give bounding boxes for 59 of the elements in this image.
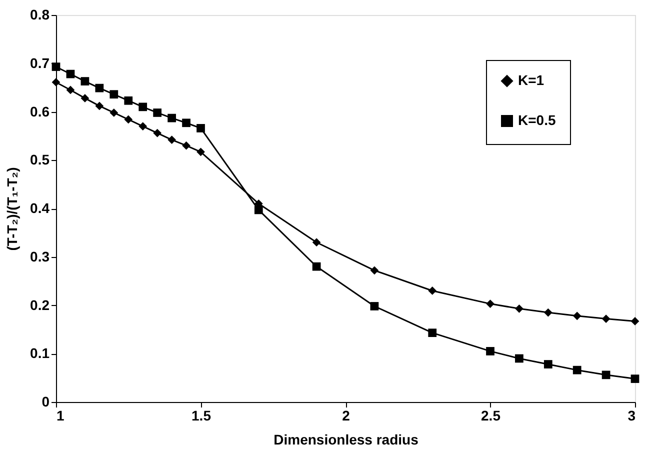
point bbox=[66, 86, 75, 94]
point bbox=[515, 304, 524, 313]
point bbox=[428, 286, 437, 295]
point bbox=[196, 124, 205, 132]
point bbox=[66, 70, 75, 78]
x-tick-label: 2.5 bbox=[481, 408, 501, 424]
legend-label: K=1 bbox=[518, 72, 544, 88]
point bbox=[544, 360, 552, 368]
point bbox=[544, 308, 552, 317]
point bbox=[486, 300, 494, 308]
point bbox=[196, 148, 205, 156]
y-tick-label: 0.3 bbox=[30, 248, 50, 264]
y-axis-title: (T-T₂)/(T₁-T₂) bbox=[4, 167, 20, 251]
point bbox=[602, 314, 610, 323]
point bbox=[124, 96, 133, 105]
y-tick-label: 0.2 bbox=[30, 296, 50, 313]
y-tick-label: 0.4 bbox=[30, 200, 50, 216]
point bbox=[572, 312, 582, 320]
point bbox=[95, 84, 104, 92]
point bbox=[630, 374, 640, 383]
y-tick-label: 0 bbox=[42, 394, 50, 410]
point bbox=[80, 77, 90, 86]
y-tick-label: 0.5 bbox=[30, 152, 50, 168]
point bbox=[630, 317, 640, 326]
x-tick-label: 1.5 bbox=[192, 408, 212, 424]
point bbox=[153, 128, 162, 138]
point bbox=[428, 328, 437, 338]
point bbox=[486, 347, 494, 356]
point bbox=[124, 115, 133, 124]
point bbox=[52, 62, 60, 71]
legend-label: K=0.5 bbox=[518, 112, 556, 128]
y-tick-label: 0.8 bbox=[30, 6, 50, 22]
y-tick-label: 0.6 bbox=[30, 103, 50, 120]
point bbox=[168, 114, 176, 122]
point bbox=[182, 141, 190, 150]
point bbox=[110, 90, 118, 99]
y-tick-label: 0.7 bbox=[30, 54, 50, 71]
point bbox=[370, 266, 379, 275]
point bbox=[602, 370, 610, 380]
point bbox=[110, 108, 118, 117]
point bbox=[153, 108, 162, 117]
point bbox=[168, 136, 176, 144]
point bbox=[312, 238, 321, 247]
x-tick-label: 2 bbox=[342, 408, 350, 424]
point bbox=[370, 302, 379, 310]
point bbox=[254, 206, 263, 214]
x-tick-label: 1 bbox=[56, 408, 64, 424]
point bbox=[182, 118, 190, 128]
point bbox=[138, 102, 148, 112]
y-tick-label: 0.1 bbox=[30, 345, 50, 362]
point bbox=[52, 78, 60, 86]
point bbox=[80, 94, 90, 102]
x-axis-title: Dimensionless radius bbox=[274, 432, 419, 448]
point bbox=[312, 262, 321, 271]
point bbox=[572, 366, 582, 374]
point bbox=[515, 354, 524, 363]
x-tick-label: 3 bbox=[628, 408, 636, 424]
point bbox=[95, 102, 104, 110]
point bbox=[138, 122, 148, 130]
